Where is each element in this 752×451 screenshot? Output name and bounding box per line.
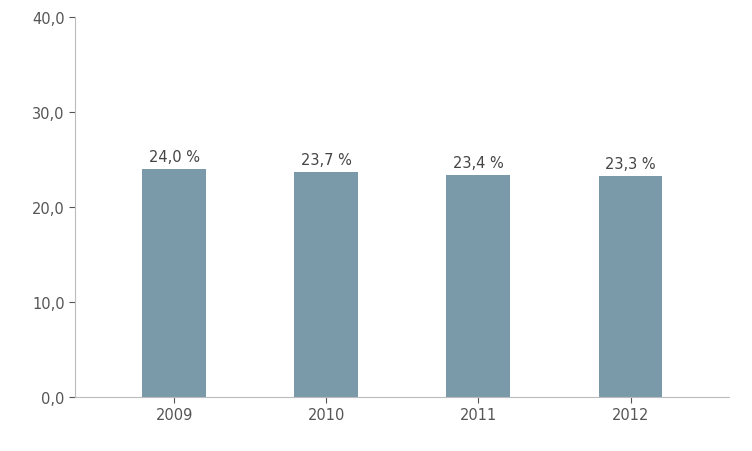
- Text: 23,4 %: 23,4 %: [453, 156, 504, 170]
- Bar: [294, 172, 358, 397]
- Text: 23,3 %: 23,3 %: [605, 156, 656, 171]
- Bar: [447, 175, 511, 397]
- Bar: [142, 170, 206, 397]
- Text: 24,0 %: 24,0 %: [149, 150, 199, 165]
- Text: 23,7 %: 23,7 %: [301, 153, 352, 168]
- Bar: [599, 176, 663, 397]
